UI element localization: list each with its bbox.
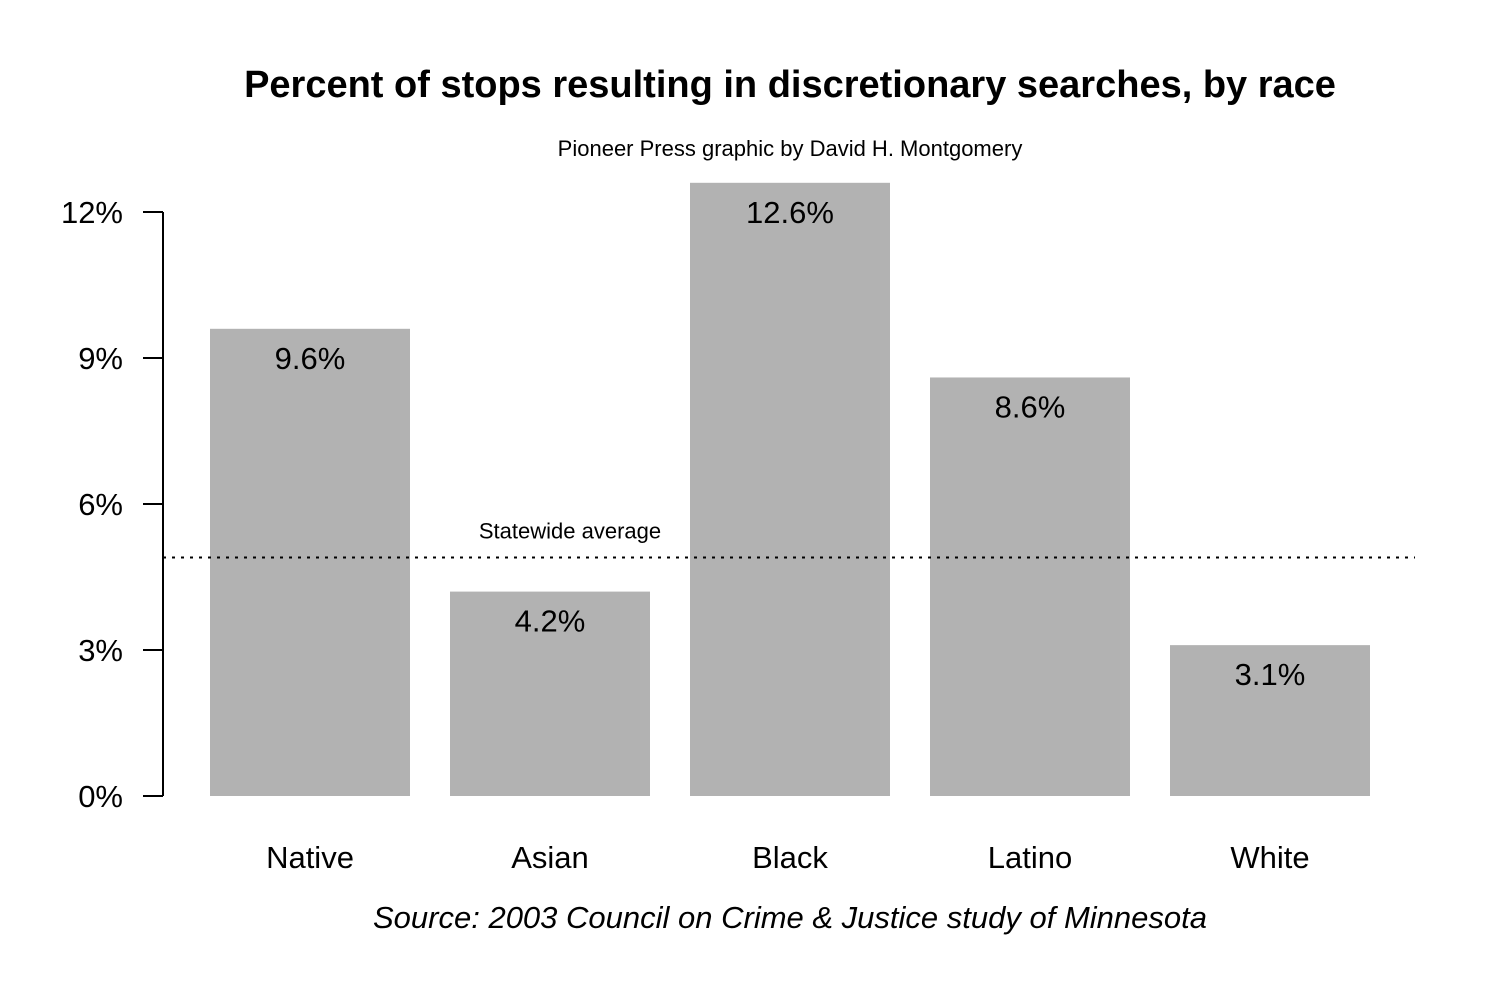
category-label-asian: Asian bbox=[511, 840, 589, 875]
source-note: Source: 2003 Council on Crime & Justice … bbox=[373, 900, 1207, 935]
y-tick-label-0: 0% bbox=[78, 779, 123, 814]
bars-layer: 9.6% 4.2% 12.6% 8.6% 3.1% bbox=[210, 182, 1370, 797]
y-tick-label-3: 3% bbox=[78, 633, 123, 668]
category-label-native: Native bbox=[266, 840, 354, 875]
statewide-average-label: Statewide average bbox=[479, 519, 661, 544]
data-label-native: 9.6% bbox=[275, 341, 346, 376]
bar-native bbox=[210, 328, 410, 796]
category-label-latino: Latino bbox=[988, 840, 1072, 875]
y-tick-label-6: 6% bbox=[78, 487, 123, 522]
bar-black bbox=[690, 182, 890, 797]
category-label-black: Black bbox=[752, 840, 828, 875]
chart-subtitle: Pioneer Press graphic by David H. Montgo… bbox=[558, 136, 1023, 161]
data-label-black: 12.6% bbox=[746, 195, 834, 230]
y-axis: 0% 3% 6% 9% 12% bbox=[61, 195, 164, 814]
category-label-white: White bbox=[1230, 840, 1309, 875]
bar-white bbox=[1170, 645, 1370, 796]
chart-title: Percent of stops resulting in discretion… bbox=[244, 64, 1336, 106]
y-tick-label-12: 12% bbox=[61, 195, 123, 230]
category-labels: Native Asian Black Latino White bbox=[266, 840, 1310, 875]
data-label-asian: 4.2% bbox=[515, 604, 586, 639]
bar-asian bbox=[450, 591, 650, 796]
reference-line-layer: Statewide average bbox=[163, 519, 1415, 559]
data-label-latino: 8.6% bbox=[995, 389, 1066, 424]
data-label-white: 3.1% bbox=[1235, 657, 1306, 692]
y-tick-label-9: 9% bbox=[78, 341, 123, 376]
bar-latino bbox=[930, 377, 1130, 796]
